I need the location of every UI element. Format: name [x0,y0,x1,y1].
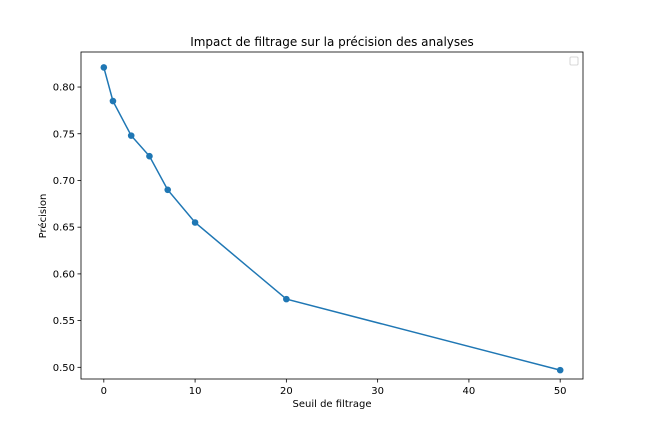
x-tick-label: 0 [101,386,107,397]
legend-box [569,56,579,66]
y-tick-label: 0.80 [53,83,75,94]
data-point [109,97,117,105]
x-tick-label: 20 [280,386,293,397]
series-layer [100,64,564,374]
data-point [146,152,153,160]
plot-frame [80,51,584,380]
x-tick-label: 10 [189,386,202,397]
data-point [283,295,290,303]
x-tick-label: 50 [554,386,567,397]
y-tick-label: 0.60 [53,269,75,280]
data-point [191,219,199,226]
data-point [100,64,108,71]
data-point [556,366,564,374]
x-axis-ticks: 0 10 20 30 40 50 [101,379,567,397]
plot-area [81,52,583,379]
data-point [127,132,135,139]
y-tick-label: 0.65 [53,223,75,234]
chart-title: Impact de filtrage sur la précision des … [190,35,474,49]
y-tick-label: 0.75 [53,129,75,140]
y-tick-label: 0.50 [53,363,75,374]
y-tick-label: 0.55 [53,316,75,327]
x-axis-title: Seuil de filtrage [293,399,372,410]
y-tick-label: 0.70 [53,176,75,187]
y-axis-ticks: 0.50 0.55 0.60 0.65 0.70 0.75 0.80 [53,83,81,374]
data-point [164,186,172,194]
series-line [103,67,561,371]
x-tick-label: 30 [371,386,384,397]
y-axis-title: Précision [37,194,49,239]
x-tick-label: 40 [463,386,476,397]
